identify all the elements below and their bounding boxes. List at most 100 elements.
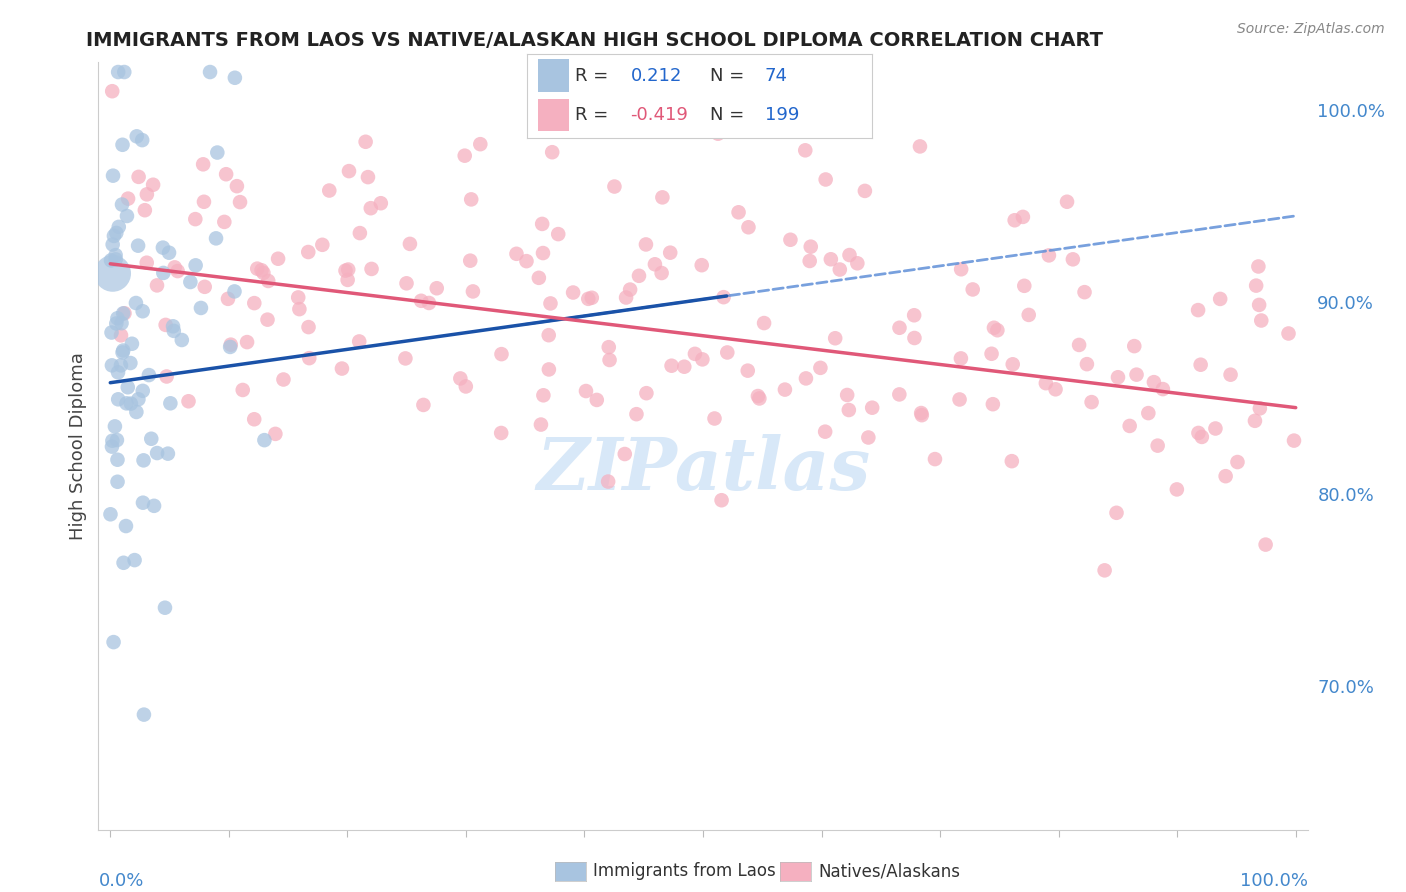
Point <box>613 447 636 461</box>
Point <box>107 219 129 234</box>
Point <box>1226 455 1249 469</box>
Point <box>1012 210 1035 224</box>
Point <box>747 389 769 403</box>
Point <box>1244 414 1267 428</box>
Point <box>107 452 129 467</box>
Point <box>105 317 128 331</box>
Point <box>132 453 155 467</box>
Point <box>1219 368 1241 382</box>
Point <box>156 369 179 384</box>
Point <box>225 179 247 194</box>
Point <box>399 236 422 251</box>
Point <box>134 203 156 218</box>
Point <box>418 296 440 310</box>
Point <box>257 274 280 288</box>
Point <box>1056 194 1078 209</box>
Point <box>1137 406 1160 420</box>
Point <box>1080 395 1102 409</box>
Point <box>156 447 179 461</box>
Point <box>198 65 221 79</box>
Point <box>357 170 380 185</box>
Point <box>152 241 174 255</box>
Point <box>599 353 621 368</box>
Point <box>101 440 124 454</box>
Text: 74: 74 <box>765 68 787 86</box>
Text: N =: N = <box>710 68 749 86</box>
Point <box>531 388 554 402</box>
Point <box>1254 538 1277 552</box>
Point <box>1191 430 1213 444</box>
Point <box>110 359 132 373</box>
Point <box>125 129 148 144</box>
Point <box>1004 213 1026 227</box>
Point <box>232 383 254 397</box>
Point <box>576 292 599 306</box>
Point <box>142 178 165 192</box>
Point <box>101 359 124 373</box>
Point <box>112 556 135 570</box>
Point <box>132 384 155 398</box>
Point <box>347 334 370 349</box>
Point <box>661 359 683 373</box>
Point <box>288 302 311 317</box>
Point <box>981 397 1004 411</box>
Point <box>530 417 553 432</box>
Point <box>110 316 132 330</box>
Text: 199: 199 <box>765 106 799 124</box>
Text: R =: R = <box>575 68 614 86</box>
Point <box>794 144 817 158</box>
Point <box>207 145 229 160</box>
Point <box>177 394 200 409</box>
Point <box>1062 252 1084 267</box>
Point <box>104 419 127 434</box>
Point <box>489 425 512 440</box>
Point <box>800 240 823 254</box>
Point <box>267 252 290 266</box>
Point <box>454 149 477 163</box>
Point <box>505 247 527 261</box>
Point <box>1166 483 1188 497</box>
Point <box>636 386 658 401</box>
Point <box>246 261 269 276</box>
Point <box>135 256 157 270</box>
Point <box>716 345 738 359</box>
Point <box>297 320 319 334</box>
Point <box>950 262 973 277</box>
Point <box>111 197 134 211</box>
Point <box>360 261 382 276</box>
Point <box>1076 357 1098 371</box>
Point <box>924 452 946 467</box>
Point <box>491 347 513 361</box>
Point <box>336 273 359 287</box>
Point <box>107 65 129 79</box>
Point <box>460 193 482 207</box>
Point <box>224 285 246 299</box>
Bar <box>537 60 568 92</box>
Point <box>537 362 560 376</box>
Point <box>264 426 287 441</box>
Point <box>858 430 880 444</box>
Point <box>727 205 749 219</box>
Point <box>1282 434 1305 448</box>
Point <box>962 282 984 296</box>
Point <box>115 396 138 410</box>
Point <box>101 237 124 252</box>
Point <box>170 333 193 347</box>
Point <box>179 275 201 289</box>
Text: Source: ZipAtlas.com: Source: ZipAtlas.com <box>1237 22 1385 37</box>
Point <box>287 290 309 304</box>
Text: 0.0%: 0.0% <box>98 871 143 889</box>
Point <box>614 291 637 305</box>
Point <box>838 403 860 417</box>
Point <box>330 361 353 376</box>
Point <box>112 343 135 358</box>
Point <box>370 196 392 211</box>
Point <box>846 256 869 270</box>
Point <box>581 291 603 305</box>
Point <box>101 266 124 280</box>
Point <box>184 258 207 272</box>
Point <box>1187 425 1209 440</box>
Point <box>799 254 821 268</box>
Point <box>531 217 554 231</box>
Point <box>1094 563 1116 577</box>
